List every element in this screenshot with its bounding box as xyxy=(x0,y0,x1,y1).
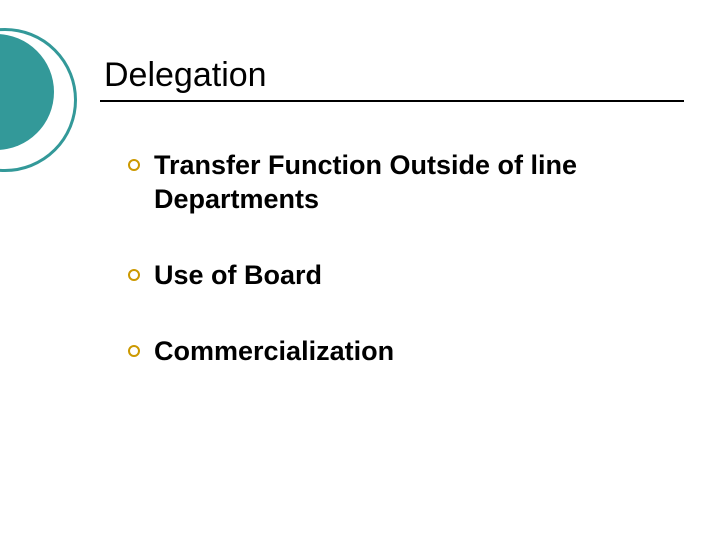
bullet-item: Commercialization xyxy=(128,334,688,368)
bullet-text: Use of Board xyxy=(154,258,322,292)
bullet-marker-icon xyxy=(128,269,140,281)
title-underline xyxy=(100,100,684,102)
bullet-item: Use of Board xyxy=(128,258,688,292)
title-block: Delegation xyxy=(104,56,267,95)
bullet-marker-icon xyxy=(128,159,140,171)
bullet-marker-icon xyxy=(128,345,140,357)
bullet-item: Transfer Function Outside of line Depart… xyxy=(128,148,688,216)
bullet-text: Transfer Function Outside of line Depart… xyxy=(154,148,688,216)
bullet-text: Commercialization xyxy=(154,334,394,368)
slide-title: Delegation xyxy=(104,56,267,95)
bullet-list: Transfer Function Outside of line Depart… xyxy=(128,148,688,368)
